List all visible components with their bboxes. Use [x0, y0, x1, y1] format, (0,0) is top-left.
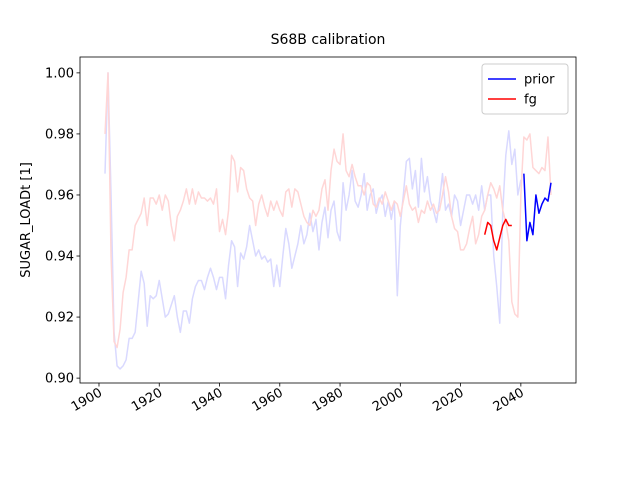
x-tick-label: 2040 [491, 385, 527, 415]
y-tick-label: 0.90 [45, 372, 74, 387]
chart-title: S68B calibration [271, 32, 386, 48]
y-tick-label: 0.94 [45, 250, 74, 265]
y-tick-label: 1.00 [45, 66, 74, 81]
x-tick-label: 2020 [430, 385, 466, 415]
legend-label: prior [524, 73, 555, 88]
x-tick-label: 1940 [189, 385, 225, 415]
y-tick-label: 0.92 [45, 311, 74, 326]
y-axis-label: SUGAR_LOADt [1] [19, 162, 34, 278]
x-tick-label: 1900 [69, 385, 105, 415]
axes-frame [79, 56, 577, 384]
x-tick-label: 1920 [129, 385, 165, 415]
legend-box [481, 63, 569, 115]
series-line [104, 72, 522, 370]
x-tick-label: 2000 [370, 385, 406, 415]
series-line [104, 72, 552, 349]
x-tick-label: 1980 [310, 385, 346, 415]
legend-label: fg [524, 93, 537, 108]
series-line [523, 173, 552, 242]
x-tick-label: 1960 [250, 385, 286, 415]
y-tick-label: 0.98 [45, 127, 74, 142]
y-tick-label: 0.96 [45, 188, 74, 203]
series-line [483, 218, 512, 251]
